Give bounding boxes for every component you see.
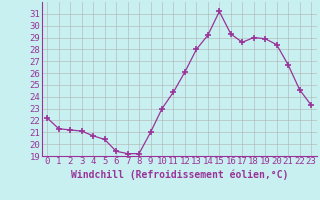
X-axis label: Windchill (Refroidissement éolien,°C): Windchill (Refroidissement éolien,°C) (70, 169, 288, 180)
